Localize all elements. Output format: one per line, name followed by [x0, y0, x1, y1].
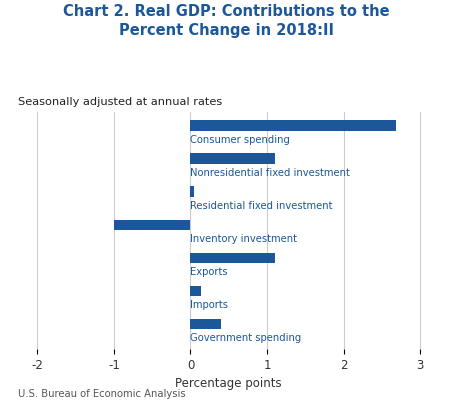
Text: U.S. Bureau of Economic Analysis: U.S. Bureau of Economic Analysis	[18, 389, 186, 399]
Bar	[190, 319, 221, 329]
Text: Consumer spending: Consumer spending	[190, 135, 290, 145]
Bar	[190, 186, 194, 197]
X-axis label: Percentage points: Percentage points	[175, 377, 282, 390]
Bar	[190, 120, 396, 131]
Text: Nonresidential fixed investment: Nonresidential fixed investment	[190, 168, 350, 178]
Bar	[114, 220, 190, 230]
Text: Exports: Exports	[190, 267, 228, 277]
Text: Chart 2. Real GDP: Contributions to the
Percent Change in 2018:II: Chart 2. Real GDP: Contributions to the …	[63, 4, 390, 38]
Bar	[190, 154, 275, 164]
Text: Imports: Imports	[190, 300, 228, 310]
Text: Seasonally adjusted at annual rates: Seasonally adjusted at annual rates	[18, 97, 222, 107]
Text: Government spending: Government spending	[190, 333, 302, 343]
Bar	[190, 286, 201, 296]
Text: Inventory investment: Inventory investment	[190, 234, 298, 244]
Text: Residential fixed investment: Residential fixed investment	[190, 201, 333, 211]
Bar	[190, 253, 275, 263]
